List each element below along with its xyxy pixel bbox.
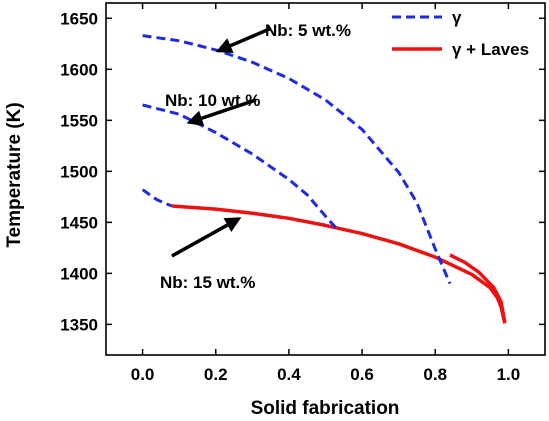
annotation-label-1: Nb: 10 wt.% [165,91,260,110]
annotation-arrow-head-2 [223,217,242,232]
x-tick-label-1: 0.2 [204,365,228,384]
y-tick-label-1: 1400 [60,264,98,283]
y-axis-ticks: 1350 1400 1450 1500 1550 1600 1650 [60,9,545,334]
y-tick-label-0: 1350 [60,315,98,334]
x-tick-label-3: 0.6 [350,365,374,384]
legend-label-gamma-laves: γ + Laves [452,40,529,59]
legend: γ γ + Laves [392,8,529,59]
x-tick-label-4: 0.8 [423,365,447,384]
annotation-label-2: Nb: 15 wt.% [160,273,255,292]
legend-label-gamma: γ [452,8,462,27]
series-layer [141,34,507,324]
series-gamma-laves-line-0 [171,204,507,324]
annotation-arrow-shaft-1 [201,98,257,120]
annotation-arrow-head-0 [215,38,234,53]
series-gamma-laves-line-1 [449,253,507,323]
y-axis-title: Temperature (K) [4,102,25,247]
x-axis-title: Solid fabrication [251,398,400,419]
annotation-label-0: Nb: 5 wt.% [265,21,351,40]
y-tick-label-3: 1500 [60,162,98,181]
plot-area-border [105,2,546,356]
series-gamma-line-1 [142,103,338,230]
x-tick-label-0: 0.0 [131,365,155,384]
annotation-arrow-shaft-2 [170,223,229,258]
y-tick-label-2: 1450 [60,213,98,232]
annotation-layer: Nb: 5 wt.% Nb: 10 wt.% Nb: 15 wt.% [160,21,351,292]
y-tick-label-4: 1550 [60,111,98,130]
x-axis-ticks: 0.0 0.2 0.4 0.6 0.8 1.0 [131,3,520,384]
series-gamma-line-2 [141,188,173,208]
series-gamma-line-0 [142,34,452,285]
x-tick-label-2: 0.4 [277,365,301,384]
plot-frame [105,2,546,356]
annotation-arrow-shaft-0 [229,26,272,48]
y-tick-label-6: 1650 [60,9,98,28]
annotation-arrow-head-1 [186,110,205,126]
y-tick-label-5: 1600 [60,60,98,79]
x-tick-label-5: 1.0 [497,365,521,384]
